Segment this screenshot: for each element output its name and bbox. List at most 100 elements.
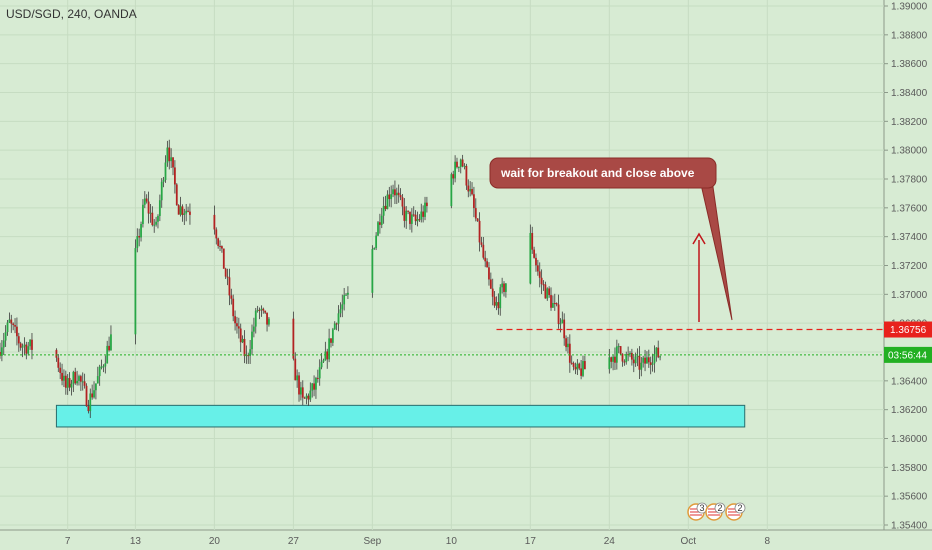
y-tick-label: 1.35600 <box>891 492 928 503</box>
candle-body <box>397 192 400 196</box>
candle-body <box>172 157 174 168</box>
candle-body <box>138 236 141 238</box>
candle-body <box>489 279 492 289</box>
candle-body <box>478 220 481 243</box>
price-axis[interactable] <box>884 0 932 550</box>
candle-body <box>535 257 537 266</box>
candle-body <box>98 366 101 377</box>
y-tick-label: 1.37200 <box>891 261 928 272</box>
candle-body <box>147 201 150 214</box>
candle-body <box>563 319 566 339</box>
candle-body <box>544 284 547 299</box>
candle-body <box>151 212 154 226</box>
candle-body <box>392 189 394 195</box>
candle-body <box>553 302 556 304</box>
candle-body <box>583 361 586 370</box>
candle-body <box>76 380 79 384</box>
candle-body <box>315 377 317 390</box>
candle-body <box>2 340 5 348</box>
candle-body <box>529 233 532 284</box>
candle-body <box>382 205 385 216</box>
candle-body <box>89 393 92 412</box>
candle-body <box>634 356 637 364</box>
calendar-event-badge[interactable]: 2 <box>705 502 726 521</box>
candle-body <box>426 202 428 207</box>
badge-count: 2 <box>718 503 723 513</box>
y-tick-label: 1.35400 <box>891 521 928 532</box>
candle-body <box>345 294 347 296</box>
y-tick-label: 1.37800 <box>891 175 928 186</box>
candle-body <box>328 338 331 360</box>
candle-body <box>565 338 567 348</box>
candle-body <box>621 353 624 362</box>
candle-body <box>217 238 220 246</box>
candle-body <box>25 344 28 354</box>
candle-body <box>215 229 218 239</box>
last-price-label: 1.36756 <box>890 325 927 336</box>
price-tags: 1.36756 03:56:44 <box>884 321 932 363</box>
x-tick-label: 7 <box>65 536 71 547</box>
candle-body <box>254 310 257 327</box>
candle-body <box>574 366 577 370</box>
candle-body <box>187 210 189 212</box>
candle-body <box>31 339 33 350</box>
candle-body <box>578 363 581 369</box>
candle-body <box>19 343 22 348</box>
candle-body <box>649 362 652 365</box>
candle-body <box>570 362 573 364</box>
x-tick-label: 27 <box>288 536 300 547</box>
candle-body <box>531 233 534 250</box>
candle-body <box>484 257 487 262</box>
chart-title: USD/SGD, 240, OANDA <box>6 7 137 21</box>
candle-body <box>493 296 496 306</box>
candle-body <box>473 194 475 209</box>
candle-body <box>241 338 244 343</box>
candle-body <box>0 347 3 356</box>
candle-body <box>469 189 472 192</box>
candle-body <box>339 309 342 314</box>
candle-body <box>390 194 393 200</box>
y-tick-label: 1.36200 <box>891 405 928 416</box>
calendar-event-badge[interactable]: 2 <box>725 502 746 521</box>
candle-body <box>162 179 165 182</box>
candle-body <box>83 381 86 386</box>
candle-body <box>63 375 65 381</box>
candle-body <box>486 261 488 268</box>
x-tick-label: 24 <box>604 536 616 547</box>
candle-body <box>371 249 374 293</box>
candle-body <box>341 304 344 310</box>
candles <box>0 139 662 419</box>
candle-body <box>550 295 552 308</box>
candle-body <box>610 357 613 362</box>
event-badges[interactable]: 3 2 2 <box>687 502 746 521</box>
candle-body <box>249 349 252 356</box>
candle-body <box>546 288 549 299</box>
candle-body <box>384 205 387 210</box>
candle-body <box>612 356 614 362</box>
candle-body <box>561 319 564 324</box>
candle-body <box>74 371 77 384</box>
candle-body <box>102 366 105 368</box>
candle-body <box>155 221 157 225</box>
candle-body <box>175 184 178 206</box>
candle-body <box>61 372 63 381</box>
candle-body <box>8 319 11 323</box>
candle-body <box>166 147 169 163</box>
candle-body <box>582 361 584 376</box>
candle-body <box>153 224 156 226</box>
candle-body <box>236 323 238 327</box>
candle-body <box>221 246 223 249</box>
candle-body <box>375 235 378 249</box>
candle-body <box>72 371 75 384</box>
candle-body <box>170 157 173 162</box>
annotation-callout[interactable]: wait for breakout and close above <box>489 157 733 321</box>
candle-body <box>66 378 69 388</box>
candle-body <box>378 222 381 225</box>
candle-body <box>264 310 267 313</box>
candle-body <box>491 288 494 297</box>
y-tick-label: 1.38400 <box>891 88 928 99</box>
candle-body <box>110 334 112 351</box>
candle-body <box>183 213 186 215</box>
candle-body <box>533 249 535 258</box>
